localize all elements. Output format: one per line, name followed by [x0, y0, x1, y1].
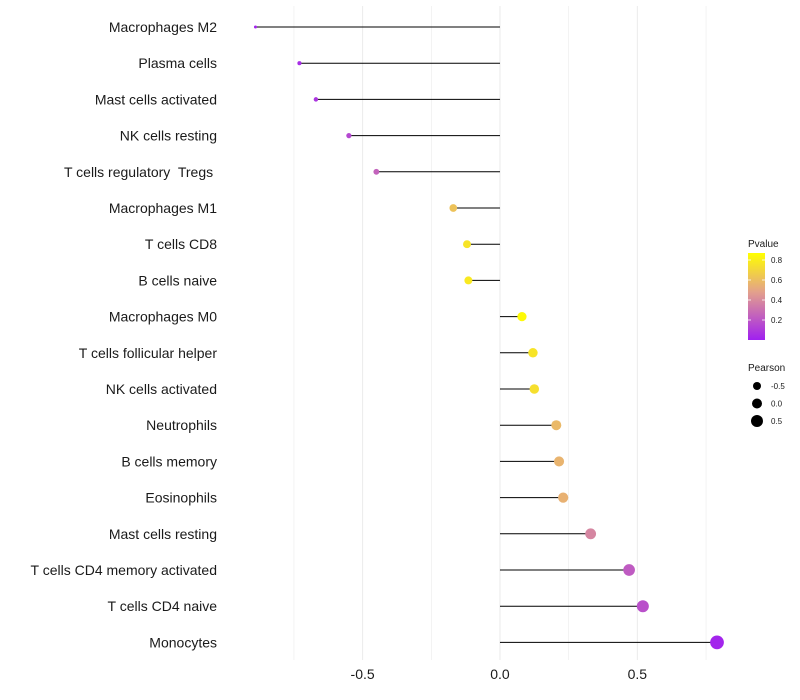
data-point — [463, 240, 471, 249]
data-point — [297, 61, 302, 66]
pvalue-legend-title: Pvalue — [748, 239, 779, 250]
data-point — [585, 528, 597, 540]
category-label: NK cells resting — [120, 128, 217, 144]
category-labels: Macrophages M2 Plasma cells Mast cells act… — [31, 19, 218, 650]
data-point — [253, 25, 258, 29]
pvalue-legend-label: 0.8 — [771, 256, 783, 265]
category-label: Macrophages M2 — [109, 19, 217, 35]
pvalue-legend-label: 0.6 — [771, 276, 783, 285]
category-label: B cells memory — [121, 453, 217, 469]
data-point — [313, 97, 319, 102]
category-label: T cells CD8 — [145, 236, 217, 252]
data-point — [517, 311, 527, 322]
category-label: B cells naive — [138, 272, 217, 288]
data-point — [373, 168, 380, 175]
category-label: Macrophages M0 — [109, 309, 217, 325]
data-point — [449, 204, 458, 212]
pearson-legend-dot — [751, 415, 763, 427]
pearson-legend-label: 0.5 — [771, 417, 783, 426]
category-label: T cells follicular helper — [79, 345, 218, 361]
category-label: Plasma cells — [138, 55, 217, 71]
x-tick-label: -0.5 — [351, 666, 375, 682]
stems — [255, 26, 718, 643]
pearson-legend-label: 0.0 — [771, 400, 783, 409]
x-tick-label: 0.0 — [490, 666, 510, 682]
category-label: Neutrophils — [146, 417, 217, 433]
x-axis-ticks: -0.5 0.0 0.5 — [351, 666, 648, 682]
category-label: Mast cells activated — [95, 91, 217, 107]
data-point — [529, 384, 540, 394]
data-point — [558, 492, 569, 503]
category-label: T cells CD4 naive — [108, 598, 218, 614]
pvalue-legend-label: 0.4 — [771, 296, 783, 305]
grid-lines — [293, 6, 707, 660]
category-label: Monocytes — [149, 634, 217, 650]
pvalue-colorbar — [748, 253, 765, 340]
points — [253, 25, 724, 650]
data-point — [623, 564, 635, 576]
legends: Pvalue 0.8 0.6 0.4 0.2 Pearson -0.5 0.0 0.5 — [748, 239, 785, 427]
x-tick-label: 0.5 — [628, 666, 648, 682]
category-label: Eosinophils — [145, 490, 217, 506]
data-point — [346, 132, 352, 139]
category-label: Mast cells resting — [109, 526, 217, 542]
pearson-legend-title: Pearson — [748, 363, 785, 374]
pearson-legend-dot — [753, 382, 761, 390]
category-label: T cells CD4 memory activated — [31, 562, 217, 578]
data-point — [551, 420, 562, 431]
data-point — [528, 348, 538, 358]
category-label: Macrophages M1 — [109, 200, 217, 216]
data-point — [636, 600, 649, 613]
data-point — [464, 276, 473, 285]
category-label: T cells regulatory Tregs — [64, 164, 217, 180]
pvalue-legend-label: 0.2 — [771, 316, 783, 325]
category-label: NK cells activated — [106, 381, 217, 397]
data-point — [554, 456, 565, 467]
pearson-legend-dot — [752, 398, 762, 409]
pearson-legend-label: -0.5 — [771, 382, 785, 391]
data-point — [710, 635, 724, 650]
